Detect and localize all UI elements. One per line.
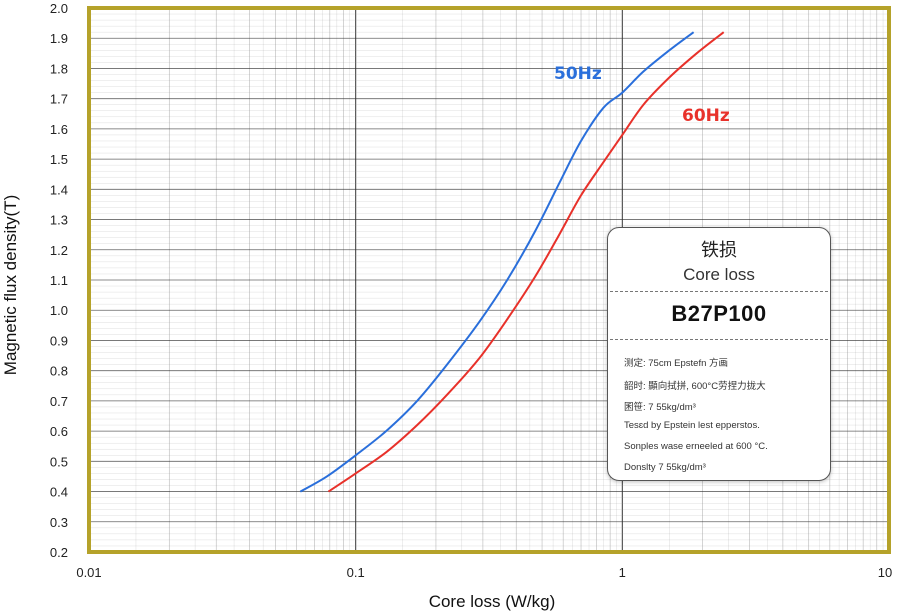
info-title-cn: 铁损 — [701, 240, 737, 261]
info-line: Tesɛd by Epstein lest epperstos. — [624, 420, 760, 431]
y-tick-label: 0.9 — [50, 333, 68, 348]
x-tick-label: 10 — [878, 565, 892, 580]
y-tick-label: 0.7 — [50, 394, 68, 409]
y-tick-label: 1.8 — [50, 61, 68, 76]
x-axis-label: Core loss (W/kg) — [429, 592, 556, 611]
plot-frame — [87, 6, 891, 554]
y-tick-label: 1.6 — [50, 122, 68, 137]
y-tick-label: 0.2 — [50, 545, 68, 560]
y-tick-label: 1.0 — [50, 303, 68, 318]
y-tick-label: 0.5 — [50, 454, 68, 469]
series-lines — [299, 31, 725, 493]
y-tick-label: 1.1 — [50, 273, 68, 288]
x-tick-label: 0.01 — [76, 565, 101, 580]
grid — [89, 8, 889, 552]
divider-top — [610, 291, 828, 292]
series-line-50hz — [299, 31, 695, 493]
y-tick-label: 1.9 — [50, 31, 68, 46]
y-tick-label: 1.4 — [50, 182, 68, 197]
info-line: 韶时: 顯向拭拼, 600°C劳捏力拢大 — [624, 381, 766, 392]
info-title-en: Core loss — [683, 265, 755, 284]
info-line: Donslty 7 55kg/dm³ — [624, 462, 706, 473]
info-line: 囷笹: 7 55kg/dm³ — [624, 402, 696, 413]
x-tick-labels: 0.01 0.1 1 10 — [76, 565, 892, 580]
y-tick-label: 0.4 — [50, 485, 68, 500]
y-tick-label: 2.0 — [50, 1, 68, 16]
y-tick-label: 0.6 — [50, 424, 68, 439]
y-tick-label: 1.2 — [50, 243, 68, 258]
y-tick-labels: 0.2 0.3 0.4 0.5 0.6 0.7 0.8 0.9 1.0 1.1 1.2 1.3 1.4 1… — [50, 1, 68, 560]
info-line: Sonples wase erneeled at 600 °C. — [624, 441, 768, 452]
y-tick-label: 0.3 — [50, 515, 68, 530]
series-label-50hz: 50Hz — [554, 64, 602, 84]
divider-bottom — [610, 339, 828, 340]
series-label-60hz: 60Hz — [682, 106, 730, 126]
info-box: 铁损 Core loss B27P100 测定: 75cm Epstefn 方画… — [607, 227, 831, 481]
y-tick-label: 1.7 — [50, 92, 68, 107]
y-tick-label: 1.3 — [50, 213, 68, 228]
y-tick-label: 0.8 — [50, 364, 68, 379]
x-tick-label: 1 — [619, 565, 626, 580]
y-tick-label: 1.5 — [50, 152, 68, 167]
x-tick-label: 0.1 — [347, 565, 365, 580]
y-axis-label: Magnetic flux density(T) — [1, 195, 20, 375]
grade-code: B27P100 — [671, 301, 767, 326]
series-line-60hz — [327, 31, 725, 493]
info-line: 测定: 75cm Epstefn 方画 — [624, 358, 729, 369]
